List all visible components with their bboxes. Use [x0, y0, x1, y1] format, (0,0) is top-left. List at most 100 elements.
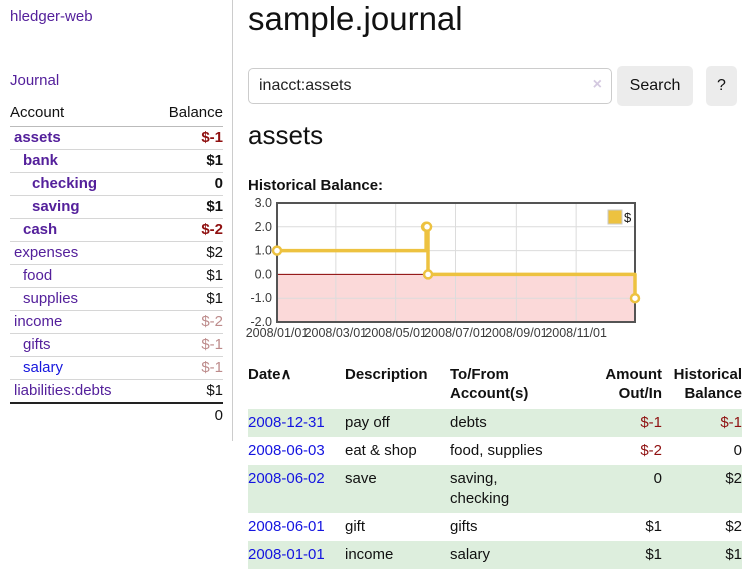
transaction-balance-cell: $1	[725, 546, 742, 563]
transaction-amount-cell: $1	[645, 546, 662, 563]
y-axis-tick-label: 1.0	[255, 244, 272, 258]
transaction-date-cell: 2008-06-02	[248, 465, 345, 513]
account-balance-cell: 0	[148, 172, 223, 196]
sidebar: hledger-web Journal Account Balance asse…	[0, 0, 233, 441]
y-axis-tick-label: 2.0	[255, 220, 272, 234]
page-title: sample.journal	[248, 0, 463, 37]
account-balance-cell: $1	[148, 195, 223, 219]
y-axis-tick-label: 0.0	[255, 267, 272, 281]
total-spacer-cell	[10, 402, 149, 427]
account-name-cell: liabilities:debts	[10, 379, 149, 404]
accounts-table: Account Balance assets $-1 bank $1 checking 0…	[10, 102, 223, 427]
account-link[interactable]: bank	[23, 152, 59, 169]
search-form: × Search ?	[248, 66, 742, 106]
x-axis-tick-label: 2008/01/01	[246, 326, 309, 340]
account-heading: assets	[248, 120, 324, 150]
account-balance-cell: $-1	[148, 333, 223, 357]
account-link[interactable]: checking	[32, 175, 98, 192]
transaction-date-cell: 2008-06-03	[248, 437, 345, 465]
account-name-cell: supplies	[10, 287, 149, 311]
app-title-link[interactable]: hledger-web	[10, 8, 93, 25]
account-balance-cell: $2	[148, 241, 223, 265]
sort-asc-icon: ∧	[280, 366, 292, 383]
column-header-label: Description	[345, 366, 428, 383]
transaction-amount-cell: $1	[645, 518, 662, 535]
account-name-cell: bank	[10, 149, 149, 173]
register-column-header: Description	[345, 360, 450, 409]
search-input[interactable]	[248, 68, 612, 104]
data-point-marker	[422, 269, 434, 280]
account-row: liabilities:debts $1	[10, 379, 223, 404]
accounts-total-row: 0	[10, 402, 223, 427]
transaction-date-link[interactable]: 2008-06-02	[248, 470, 325, 487]
account-link[interactable]: assets	[14, 129, 61, 146]
data-point-marker	[421, 221, 433, 233]
accounts-text: debts	[450, 414, 487, 431]
account-row: supplies $1	[10, 287, 223, 311]
chart-title-label: Historical Balance:	[248, 177, 384, 194]
transaction-description-cell: pay off	[345, 414, 390, 431]
account-row: expenses $2	[10, 241, 223, 265]
transaction-description-cell: eat & shop	[345, 442, 417, 459]
help-button[interactable]: ?	[706, 66, 737, 106]
account-name-cell: gifts	[10, 333, 149, 357]
transaction-balance-cell: 0	[733, 442, 742, 459]
account-link[interactable]: food	[23, 267, 53, 284]
x-axis-tick-label: 2008/09/01	[485, 326, 548, 340]
transaction-date-link[interactable]: 2008-01-01	[248, 546, 325, 563]
account-link[interactable]: supplies	[23, 290, 79, 307]
transaction-row: 2008-06-03 eat & shop food, supplies $-2 0	[248, 437, 742, 465]
y-axis-tick-label: 3.0	[255, 196, 272, 210]
accounts-text: salary	[450, 546, 491, 563]
account-link[interactable]: expenses	[14, 244, 79, 261]
account-link[interactable]: salary	[23, 359, 64, 376]
register-column-header: Historical Balance	[662, 360, 742, 409]
transaction-balance-cell: $2	[725, 518, 742, 535]
transaction-date-link[interactable]: 2008-12-31	[248, 414, 325, 431]
transaction-row: 2008-01-01 income salary $1 $1	[248, 541, 742, 569]
register-column-header[interactable]: Date ∧	[248, 360, 345, 409]
account-balance-cell: $1	[148, 149, 223, 173]
account-name-cell: saving	[10, 195, 149, 219]
sidebar-item-journal[interactable]: Journal	[10, 72, 60, 89]
register-table: Date ∧ Description To/From Account(s) Amoun…	[248, 360, 742, 569]
transaction-date-cell: 2008-12-31	[248, 409, 345, 437]
accounts-text: saving, checking	[450, 470, 510, 507]
transaction-description-cell: save	[345, 470, 377, 487]
accounts-text: gifts	[450, 518, 478, 535]
transaction-accounts-cell: food, supplies	[450, 437, 595, 465]
account-row: cash $-2	[10, 218, 223, 242]
transaction-accounts-cell: saving, checking	[450, 465, 595, 513]
column-header-label: Historical Balance	[673, 366, 742, 402]
account-balance-cell: $1	[148, 379, 223, 404]
account-link[interactable]: saving	[32, 198, 80, 215]
search-button[interactable]: Search	[617, 66, 693, 106]
account-link[interactable]: gifts	[23, 336, 51, 353]
historical-balance-chart: 2008/01/012008/03/012008/05/012008/07/01…	[246, 196, 641, 340]
register-column-header: Amount Out/In	[595, 360, 662, 409]
accounts-total-value: 0	[148, 402, 223, 427]
account-balance-cell: $-2	[148, 218, 223, 242]
accounts-column-balance: Balance	[148, 102, 223, 127]
transaction-amount-cell: $-2	[640, 442, 662, 459]
account-link[interactable]: liabilities:debts	[14, 382, 112, 399]
account-row: saving $1	[10, 195, 223, 219]
transaction-balance-cell: $2	[725, 470, 742, 487]
transaction-description-cell: income	[345, 546, 394, 563]
account-link[interactable]: income	[14, 313, 63, 330]
data-point-marker	[271, 245, 283, 256]
transaction-row: 2008-06-01 gift gifts $1 $2	[248, 513, 742, 541]
x-axis-tick-label: 2008/07/01	[424, 326, 487, 340]
accounts-text: food, supplies	[450, 442, 543, 459]
account-name-cell: expenses	[10, 241, 149, 265]
account-row: bank $1	[10, 149, 223, 173]
clear-search-icon[interactable]: ×	[592, 76, 602, 93]
transaction-date-link[interactable]: 2008-06-01	[248, 518, 325, 535]
account-link[interactable]: cash	[23, 221, 58, 238]
column-header-label: To/From Account(s)	[450, 366, 529, 402]
account-balance-cell: $1	[148, 287, 223, 311]
transaction-date-link[interactable]: 2008-06-03	[248, 442, 325, 459]
account-name-cell: food	[10, 264, 149, 288]
account-row: gifts $-1	[10, 333, 223, 357]
x-axis-tick-label: 2008/11/01	[545, 326, 607, 340]
